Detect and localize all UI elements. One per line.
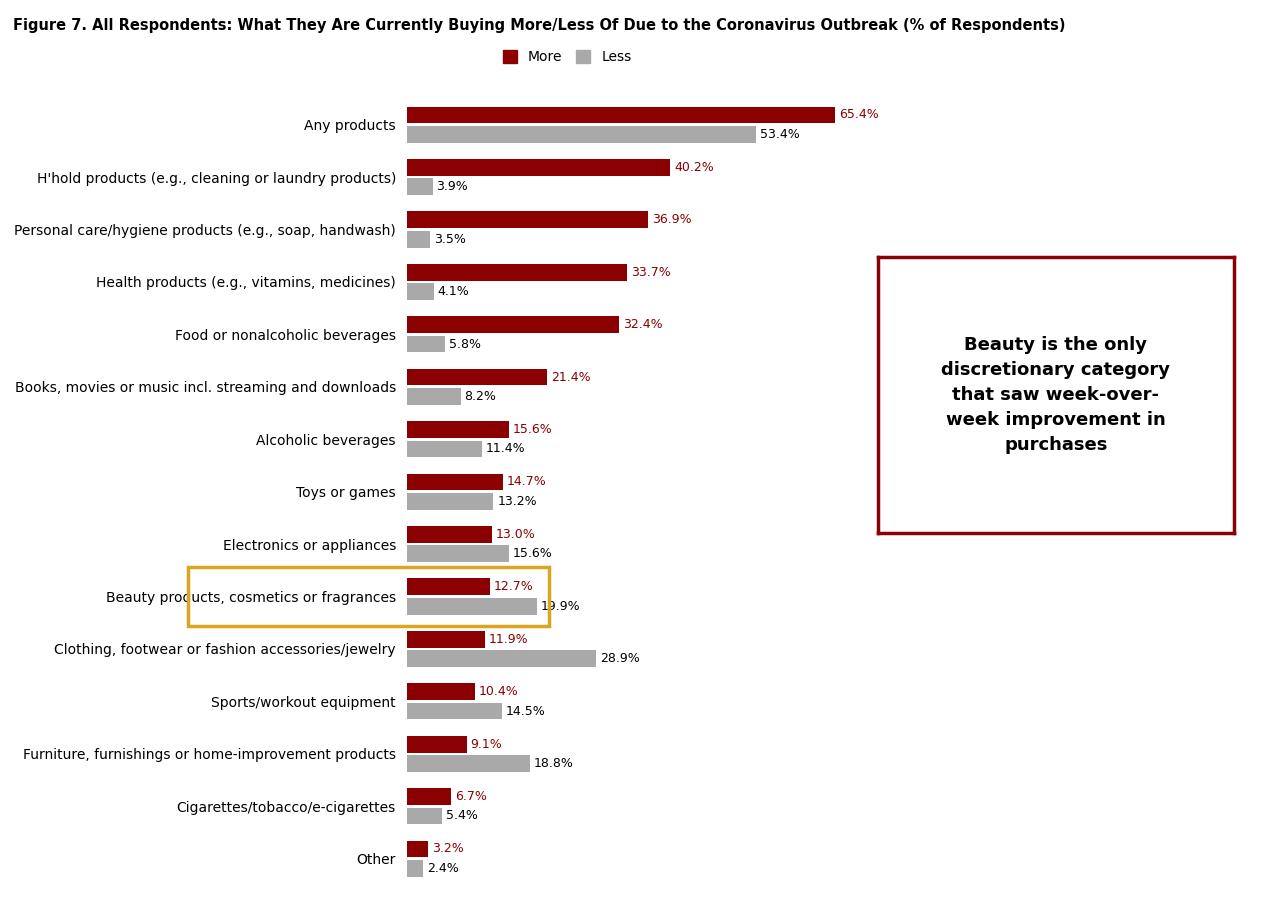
Text: 13.2%: 13.2% xyxy=(497,494,537,508)
Text: 3.5%: 3.5% xyxy=(434,233,466,245)
Text: 4.1%: 4.1% xyxy=(438,285,469,298)
Bar xyxy=(407,703,502,720)
Text: 3.2%: 3.2% xyxy=(432,843,464,856)
Bar xyxy=(407,231,430,247)
Bar xyxy=(407,316,619,333)
Bar xyxy=(407,388,460,405)
Bar xyxy=(407,211,649,228)
Bar xyxy=(407,473,504,491)
Bar xyxy=(407,545,509,562)
Bar xyxy=(407,335,445,353)
Text: 13.0%: 13.0% xyxy=(496,528,536,541)
Bar xyxy=(407,841,427,857)
Legend: More, Less: More, Less xyxy=(497,45,637,70)
Bar xyxy=(407,526,492,543)
Bar xyxy=(407,651,597,667)
Text: 6.7%: 6.7% xyxy=(455,790,487,803)
Text: 21.4%: 21.4% xyxy=(551,370,590,383)
Bar xyxy=(407,493,494,510)
Bar xyxy=(407,684,474,700)
Text: 53.4%: 53.4% xyxy=(761,128,800,141)
Bar xyxy=(407,421,509,438)
Bar xyxy=(407,630,485,648)
Text: 15.6%: 15.6% xyxy=(513,423,553,436)
Bar xyxy=(407,126,757,142)
Text: 2.4%: 2.4% xyxy=(426,862,458,875)
Bar xyxy=(407,789,450,805)
Bar xyxy=(407,440,482,458)
Bar xyxy=(407,178,432,195)
Bar xyxy=(407,369,547,385)
Text: 12.7%: 12.7% xyxy=(494,580,534,594)
Text: 15.6%: 15.6% xyxy=(513,548,553,561)
Text: Figure 7. All Respondents: What They Are Currently Buying More/Less Of Due to th: Figure 7. All Respondents: What They Are… xyxy=(13,18,1065,33)
Text: 18.8%: 18.8% xyxy=(534,757,574,770)
Bar xyxy=(407,578,490,596)
Bar xyxy=(407,264,627,280)
Text: 65.4%: 65.4% xyxy=(838,108,879,121)
Text: 8.2%: 8.2% xyxy=(464,390,496,403)
Text: 32.4%: 32.4% xyxy=(623,318,663,331)
Text: 11.9%: 11.9% xyxy=(488,633,528,646)
Text: 11.4%: 11.4% xyxy=(486,442,525,456)
Text: Beauty is the only
discretionary category
that saw week-over-
week improvement i: Beauty is the only discretionary categor… xyxy=(941,336,1170,454)
Text: 14.7%: 14.7% xyxy=(508,475,547,489)
Bar xyxy=(407,755,530,772)
Text: 5.4%: 5.4% xyxy=(446,810,478,823)
Text: 33.7%: 33.7% xyxy=(631,266,672,278)
Text: 9.1%: 9.1% xyxy=(471,738,502,751)
Bar xyxy=(407,107,834,123)
Text: 19.9%: 19.9% xyxy=(541,600,581,613)
Text: 10.4%: 10.4% xyxy=(480,686,519,698)
Bar xyxy=(407,283,434,300)
Bar xyxy=(407,159,670,176)
Bar xyxy=(188,567,550,626)
Text: 14.5%: 14.5% xyxy=(506,705,546,718)
Text: 3.9%: 3.9% xyxy=(436,180,468,193)
Text: 40.2%: 40.2% xyxy=(674,161,714,174)
Bar xyxy=(407,808,443,824)
Bar xyxy=(407,598,537,615)
Text: 5.8%: 5.8% xyxy=(449,337,481,350)
Bar xyxy=(407,736,467,753)
Text: 36.9%: 36.9% xyxy=(653,213,692,226)
Bar xyxy=(407,860,422,877)
Text: 28.9%: 28.9% xyxy=(600,652,640,665)
